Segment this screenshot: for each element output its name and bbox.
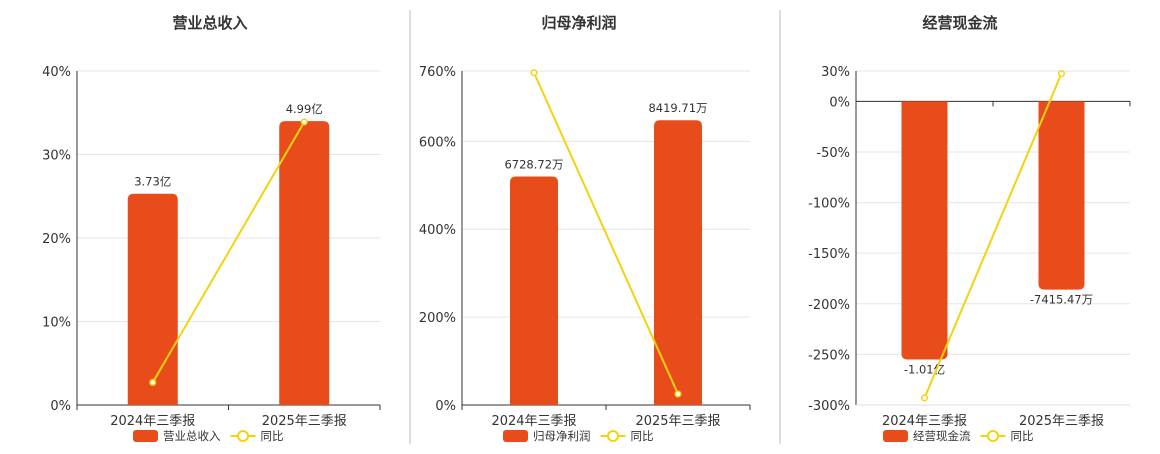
line-point (300, 118, 308, 126)
bar (654, 120, 702, 405)
y-tick-label: -50% (816, 146, 850, 161)
legend-bar-swatch (503, 430, 528, 442)
bar-data-label: 4.99亿 (286, 102, 323, 116)
y-tick-label: 400% (419, 223, 456, 238)
bar (901, 101, 948, 360)
line-series (923, 73, 1063, 399)
legend-line-marker (607, 430, 619, 442)
bar-data-label: -7415.47万 (1030, 293, 1093, 307)
y-tick-label: 0% (829, 95, 850, 110)
legend-bar-swatch (133, 430, 158, 442)
legend-line-marker (987, 430, 999, 442)
x-tick-label: 2024年三季报 (882, 414, 967, 429)
legend-label: 同比 (261, 429, 284, 443)
bar-data-label: 3.73亿 (134, 175, 171, 189)
line-series (533, 72, 679, 395)
chart-panel-1: 营业总收入 0% 10% 20% 30% 40% 2024年三季报 2025年三季报 3.73亿… (42, 14, 381, 443)
line-point (149, 378, 157, 387)
y-tick-label: 0% (50, 399, 71, 414)
y-tick-label: 200% (419, 311, 456, 326)
line-point (920, 394, 929, 402)
chart-panel-3: 经营现金流 -300% -250% -200% -150% -100% -50% 0% 30% 2… (808, 14, 1131, 443)
y-tick-label: -200% (808, 298, 850, 313)
legend-label: 营业总收入 (163, 429, 221, 443)
line-point (1057, 69, 1066, 78)
legend: 营业总收入 同比 (133, 429, 284, 443)
y-tick-label: 10% (42, 316, 71, 331)
chart-title: 归母净利润 (541, 14, 616, 32)
chart-panel-2: 归母净利润 0% 200% 400% 600% 760% 2024年三季报 2025年三季报 6… (419, 14, 751, 443)
line-point (530, 69, 538, 77)
y-tick-label: 760% (419, 65, 456, 80)
bar (510, 176, 558, 405)
y-tick-label: 600% (419, 135, 456, 150)
legend-label: 同比 (631, 429, 654, 443)
x-tick-label: 2025年三季报 (1019, 414, 1104, 429)
y-tick-label: -150% (808, 247, 850, 262)
y-tick-label: -100% (808, 197, 850, 212)
legend: 归母净利润 同比 (503, 429, 654, 443)
bar-data-label: 8419.71万 (648, 101, 707, 115)
bar-data-label: 6728.72万 (504, 157, 563, 171)
legend-bar-swatch (883, 430, 908, 442)
x-tick-label: 2024年三季报 (110, 414, 195, 429)
y-tick-label: 30% (42, 149, 71, 164)
legend-label: 同比 (1011, 429, 1034, 443)
chart-title: 营业总收入 (172, 14, 247, 32)
bar (127, 193, 178, 405)
x-tick-label: 2025年三季报 (262, 414, 347, 429)
legend-label: 归母净利润 (533, 429, 591, 443)
chart-title: 经营现金流 (922, 14, 997, 32)
legend-line-marker (237, 430, 249, 442)
y-tick-label: 0% (435, 399, 456, 414)
y-tick-label: -300% (808, 399, 850, 414)
y-tick-label: -250% (808, 348, 850, 363)
y-tick-label: 30% (821, 65, 850, 80)
x-tick-label: 2025年三季报 (635, 414, 720, 429)
bar (1038, 101, 1085, 290)
y-tick-label: 20% (42, 232, 71, 247)
y-tick-label: 40% (42, 65, 71, 80)
x-tick-label: 2024年三季报 (491, 414, 576, 429)
bar (279, 121, 330, 405)
legend-label: 经营现金流 (913, 429, 971, 443)
line-series (151, 121, 306, 383)
line-point (674, 390, 682, 398)
legend: 经营现金流 同比 (883, 429, 1034, 443)
